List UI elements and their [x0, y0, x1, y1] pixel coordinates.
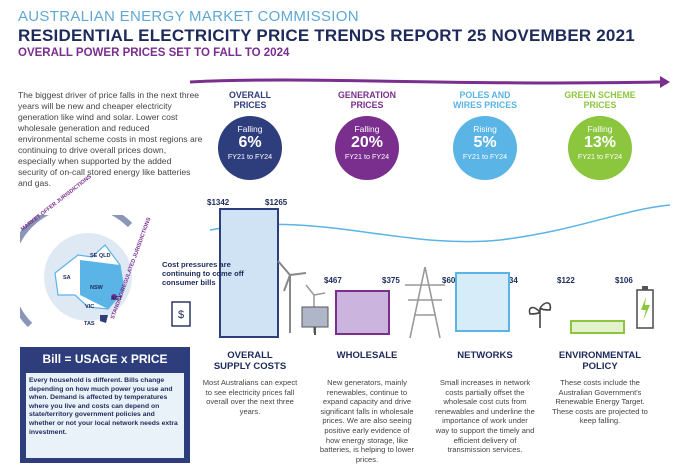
- cost-section-description: These costs include the Australian Gover…: [552, 378, 648, 426]
- map-label-nsw: NSW: [90, 285, 103, 291]
- cost-section-title: NETWORKS: [457, 350, 513, 361]
- change-percent: 5%: [473, 134, 497, 151]
- price-change-circle: Falling 13% FY21 to FY24: [568, 116, 632, 180]
- cost-section-description: Most Australians can expect to see elect…: [202, 378, 298, 416]
- cost-section-title: ENVIRONMENTAL POLICY: [558, 350, 642, 372]
- cost-section-title: OVERALL SUPPLY COSTS: [213, 350, 287, 372]
- map-label-tas: TAS: [84, 321, 95, 327]
- plant-plug-icon: [528, 302, 552, 328]
- change-direction: Falling: [237, 124, 263, 134]
- australia-map: [20, 215, 133, 328]
- price-fy21: $603: [442, 276, 460, 285]
- change-direction: Rising: [473, 124, 497, 134]
- column-heading: OVERALL PRICES: [228, 90, 272, 110]
- column-heading: POLES AND WIRES PRICES: [452, 90, 518, 110]
- change-percent: 20%: [350, 134, 384, 151]
- cost-section-description: Small increases in network costs partial…: [435, 378, 535, 455]
- organisation-name: AUSTRALIAN ENERGY MARKET COMMISSION: [18, 8, 359, 25]
- top-arrow-band: [190, 76, 670, 88]
- price-fy21: $122: [557, 276, 575, 285]
- change-percent: 13%: [583, 134, 617, 151]
- map-label-se-qld: SE QLD: [90, 253, 111, 259]
- environmental-cost-bar: [570, 320, 625, 334]
- price-fy21: $1342: [207, 198, 230, 207]
- map-label-sa: SA: [63, 275, 71, 281]
- column-heading: GENERATION PRICES: [338, 90, 396, 110]
- price-change-circle: Rising 5% FY21 to FY24: [453, 116, 517, 180]
- price-fy24: $375: [382, 276, 400, 285]
- bill-icon: $: [171, 301, 191, 327]
- map-label-act: ACT: [111, 296, 123, 302]
- price-fy24: $1265: [265, 198, 288, 207]
- wholesale-cost-bar: [335, 290, 390, 335]
- report-subtitle: OVERALL POWER PRICES SET TO FALL TO 2024: [18, 47, 290, 59]
- bill-formula-body: Every household is different. Bills chan…: [26, 373, 184, 458]
- price-fy24: $106: [615, 276, 633, 285]
- column-heading: GREEN SCHEME PRICES: [564, 90, 636, 110]
- price-change-circle: Falling 20% FY21 to FY24: [335, 116, 399, 180]
- change-period: FY21 to FY24: [577, 152, 623, 161]
- change-percent: 6%: [238, 134, 262, 151]
- cost-section-description: New generators, mainly renewables, conti…: [319, 378, 415, 464]
- intro-text: The biggest driver of price falls in the…: [18, 90, 203, 188]
- change-period: FY21 to FY24: [344, 152, 390, 161]
- overall-cost-bar: [219, 208, 279, 338]
- cost-section-title: WHOLESALE: [336, 350, 398, 361]
- battery-icon: [636, 286, 654, 329]
- report-title: RESIDENTIAL ELECTRICITY PRICE TRENDS REP…: [18, 26, 635, 45]
- change-direction: Falling: [587, 124, 613, 134]
- change-period: FY21 to FY24: [227, 152, 273, 161]
- solar-panel-icon: [301, 306, 329, 335]
- transmission-tower-icon: [405, 266, 445, 339]
- network-cost-bar: [455, 272, 510, 332]
- change-direction: Falling: [354, 124, 380, 134]
- map-label-vic: VIC: [85, 304, 95, 310]
- change-period: FY21 to FY24: [462, 152, 508, 161]
- cost-pressure-note: Cost pressures are continuing to come of…: [162, 260, 244, 287]
- svg-text:$: $: [178, 309, 184, 321]
- bill-formula-title: Bill = USAGE x PRICE: [42, 352, 168, 366]
- price-change-circle: Falling 6% FY21 to FY24: [218, 116, 282, 180]
- price-fy21: $467: [324, 276, 342, 285]
- trend-curve: [209, 204, 671, 243]
